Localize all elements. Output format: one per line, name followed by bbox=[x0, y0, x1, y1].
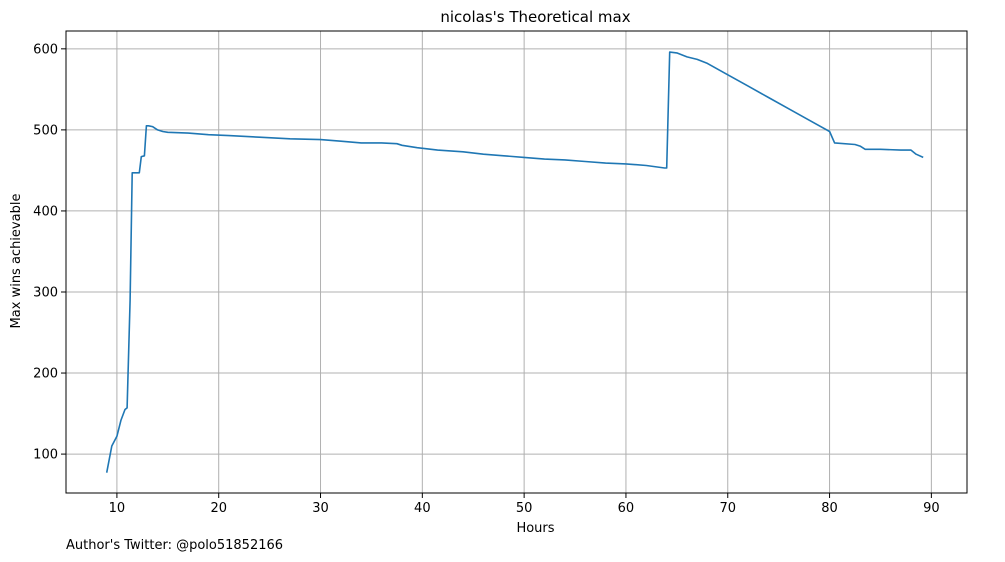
y-tick-label: 400 bbox=[33, 204, 58, 219]
x-tick-label: 80 bbox=[821, 501, 838, 516]
y-tick-label: 600 bbox=[33, 42, 58, 57]
y-tick-label: 200 bbox=[33, 367, 58, 382]
y-tick-label: 300 bbox=[33, 285, 58, 300]
x-tick-label: 30 bbox=[312, 501, 329, 516]
y-axis-label: Max wins achievable bbox=[9, 194, 24, 329]
x-tick-label: 10 bbox=[109, 501, 126, 516]
grid-lines bbox=[66, 31, 967, 493]
x-tick-label: 50 bbox=[516, 501, 533, 516]
series-layer bbox=[105, 51, 924, 473]
x-tick-label: 90 bbox=[923, 501, 940, 516]
x-axis-ticks: 10 20 30 40 50 60 70 80 90 bbox=[109, 493, 940, 516]
x-axis-label: Hours bbox=[516, 521, 554, 536]
x-tick-label: 20 bbox=[210, 501, 227, 516]
y-axis-ticks: 100 200 300 400 500 600 bbox=[33, 42, 66, 463]
author-twitter-note: Author's Twitter: @polo51852166 bbox=[66, 538, 284, 553]
y-tick-label: 100 bbox=[33, 448, 58, 463]
x-tick-label: 70 bbox=[719, 501, 736, 516]
chart-title: nicolas's Theoretical max bbox=[440, 8, 630, 26]
x-tick-label: 40 bbox=[414, 501, 431, 516]
x-tick-label: 60 bbox=[618, 501, 635, 516]
plot-frame bbox=[65, 30, 968, 494]
y-tick-label: 500 bbox=[33, 123, 58, 138]
series-line bbox=[105, 51, 924, 473]
